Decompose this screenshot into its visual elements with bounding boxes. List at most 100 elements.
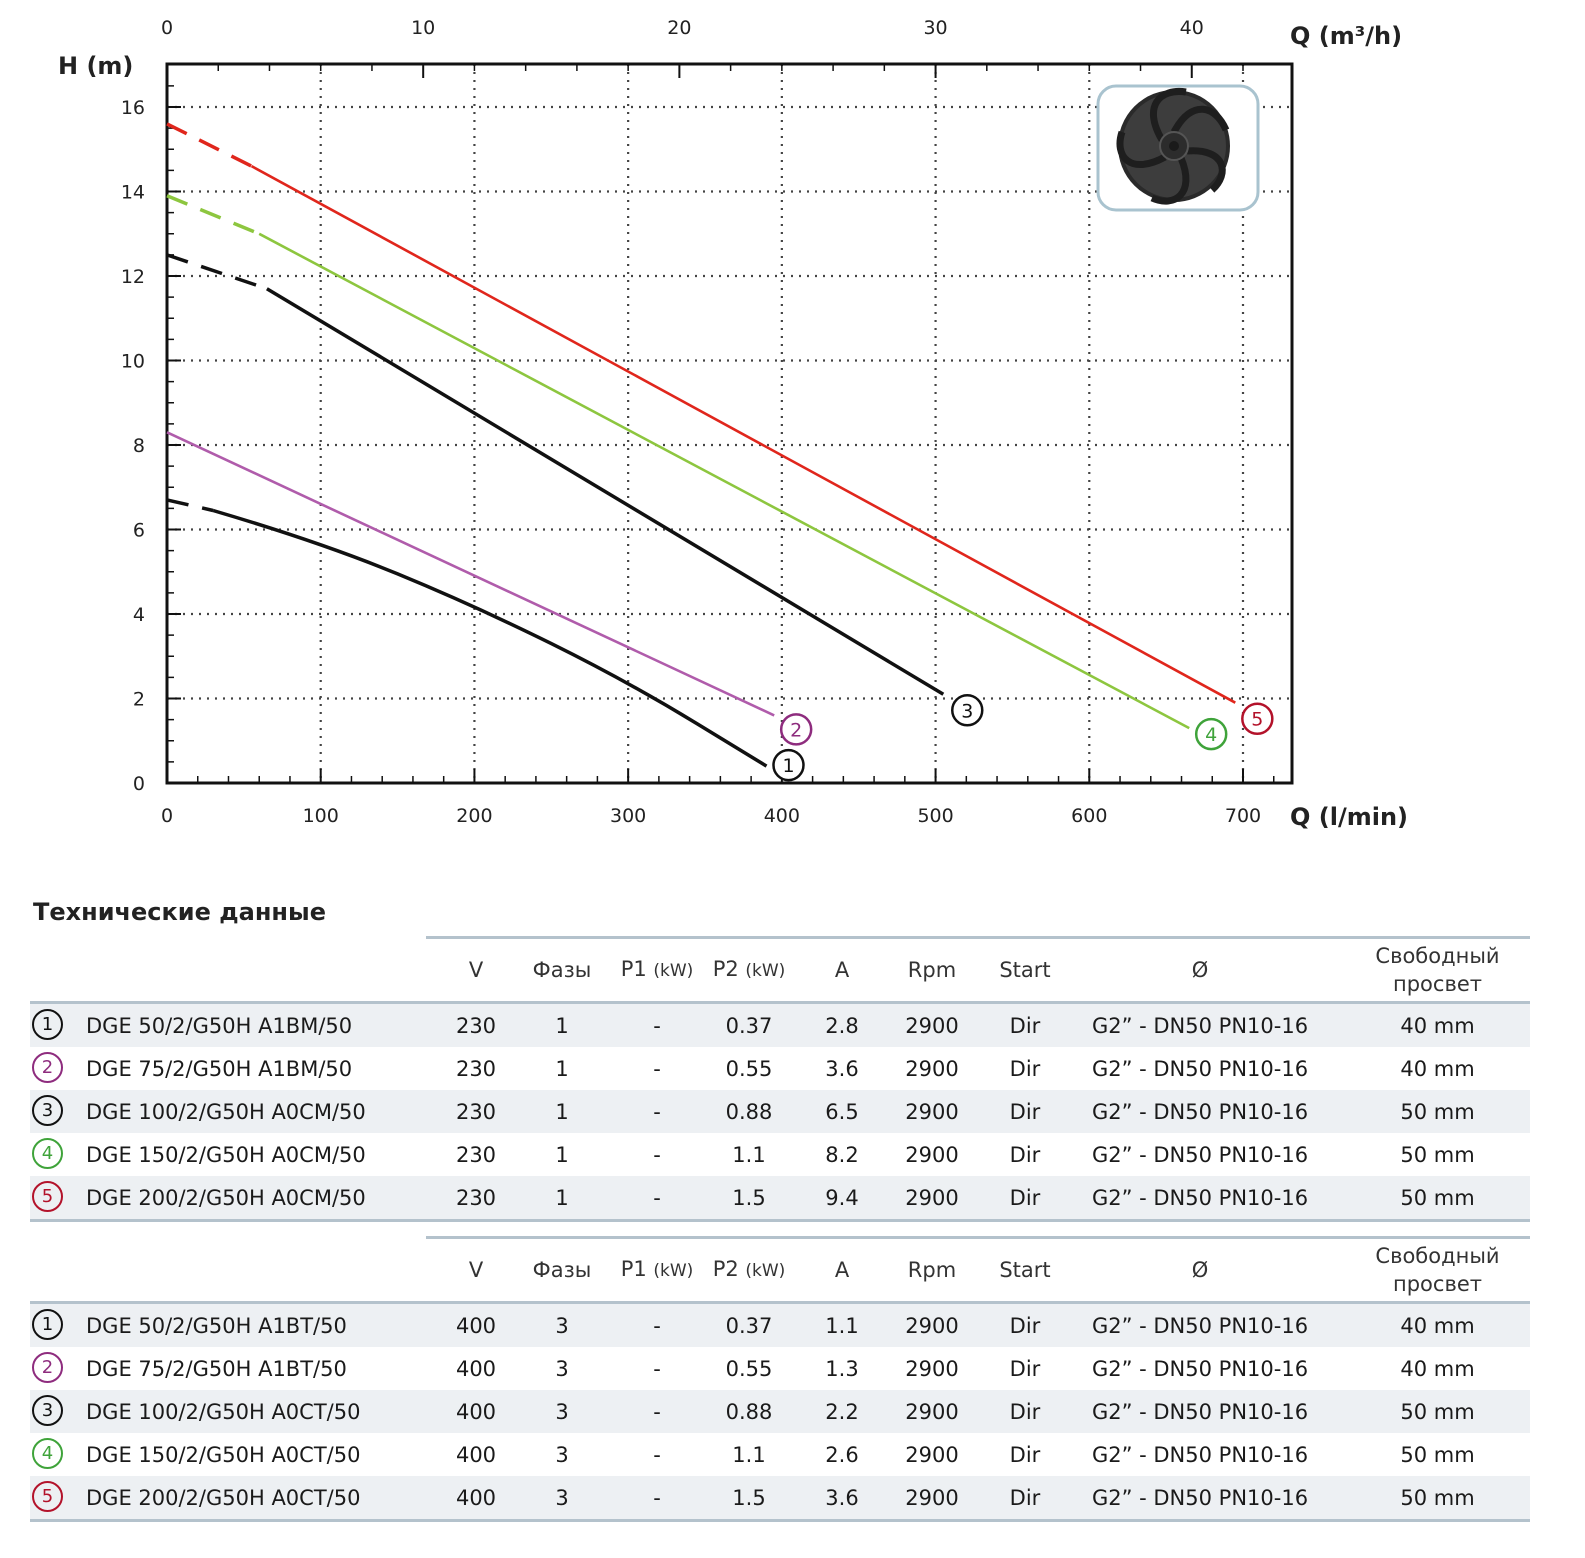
cell-a: 2.6 xyxy=(825,1442,859,1467)
cell-conn: G2” - DN50 PN10-16 xyxy=(1091,1442,1309,1467)
cell-p1: - xyxy=(653,1142,661,1167)
cell-p2: 1.5 xyxy=(732,1185,766,1210)
cell-model: DGE 200/2/G50H A0CT/50 xyxy=(86,1485,361,1510)
cell-start: Dir xyxy=(1009,1142,1041,1167)
x-top-tick-label: 20 xyxy=(667,17,691,39)
header-top-rule xyxy=(426,936,1530,939)
chart-series xyxy=(166,122,1236,768)
table-rule xyxy=(30,1519,1530,1522)
cell-p2: 0.88 xyxy=(725,1399,773,1424)
cell-pass: 50 mm xyxy=(1400,1142,1475,1167)
table-row: 5 DGE 200/2/G50H A0CM/50 230 1 - 1.5 9.4 2900 Di… xyxy=(30,1176,1530,1219)
y-tick-label: 8 xyxy=(133,435,145,457)
series-2-label: 2 xyxy=(779,713,813,746)
cell-v: 230 xyxy=(455,1013,497,1038)
header-v: V xyxy=(468,958,484,982)
table-row: 4 DGE 150/2/G50H A0CT/50 400 3 - 1.1 2.6 2900 Di… xyxy=(30,1433,1530,1476)
y-tick-label: 12 xyxy=(121,266,145,288)
cell-model: DGE 100/2/G50H A0CT/50 xyxy=(86,1399,361,1424)
y-tick-label: 6 xyxy=(133,520,145,542)
cell-start: Dir xyxy=(1009,1356,1041,1381)
cell-conn: G2” - DN50 PN10-16 xyxy=(1091,1313,1309,1338)
x-tick-label: 200 xyxy=(456,805,492,827)
header-v: V xyxy=(468,1258,484,1282)
cell-a: 8.2 xyxy=(825,1142,859,1167)
header-rpm: Rpm xyxy=(907,1258,957,1282)
cell-start: Dir xyxy=(1009,1099,1041,1124)
cell-conn: G2” - DN50 PN10-16 xyxy=(1091,1056,1309,1081)
cell-conn: G2” - DN50 PN10-16 xyxy=(1091,1142,1309,1167)
row-number-badge: 4 xyxy=(32,1438,63,1469)
cell-phases: 3 xyxy=(555,1442,569,1467)
table-rule xyxy=(30,1219,1530,1222)
header-phases: Фазы xyxy=(532,958,592,982)
table-row: 1 DGE 50/2/G50H A1BT/50 400 3 - 0.37 1.1 2900 Di… xyxy=(30,1304,1530,1347)
series-3-curve xyxy=(266,287,945,696)
y-tick-label: 10 xyxy=(121,351,145,373)
table-row: 3 DGE 100/2/G50H A0CM/50 230 1 - 0.88 6.5 2900 D… xyxy=(30,1090,1530,1133)
section-title: Технические данные xyxy=(33,898,326,926)
cell-a: 9.4 xyxy=(825,1185,859,1210)
cell-pass: 50 mm xyxy=(1400,1099,1475,1124)
series-label-circle xyxy=(779,713,813,746)
series-label-circle xyxy=(1194,717,1228,751)
row-number-badge: 3 xyxy=(32,1095,63,1126)
cell-v: 230 xyxy=(455,1142,497,1167)
cell-phases: 3 xyxy=(555,1485,569,1510)
cell-p1: - xyxy=(653,1356,661,1381)
cell-pass: 50 mm xyxy=(1400,1485,1475,1510)
impeller-inset xyxy=(1096,84,1260,212)
cell-v: 230 xyxy=(455,1056,497,1081)
series-5-dashed-segment xyxy=(166,122,253,168)
cell-model: DGE 200/2/G50H A0CM/50 xyxy=(86,1185,366,1210)
table-header: V Фазы P1 (kW) P2 (kW) A Rpm Start Ø Свободный пр… xyxy=(30,936,1530,1004)
cell-p1: - xyxy=(653,1099,661,1124)
header-p1: P1 (kW) xyxy=(620,1257,694,1281)
series-3-label: 3 xyxy=(951,694,984,727)
cell-pass: 40 mm xyxy=(1400,1313,1475,1338)
header-top-rule xyxy=(426,1236,1530,1239)
series-1-dashed-segment xyxy=(166,498,214,513)
header-bottom-rule xyxy=(30,1001,1530,1004)
cell-p1: - xyxy=(653,1485,661,1510)
table-row: 4 DGE 150/2/G50H A0CM/50 230 1 - 1.1 8.2 2900 Di… xyxy=(30,1133,1530,1176)
series-4-label: 4 xyxy=(1194,717,1228,751)
cell-model: DGE 50/2/G50H A1BT/50 xyxy=(86,1313,347,1338)
y-tick-label: 2 xyxy=(133,689,145,711)
row-number-badge: 2 xyxy=(32,1352,63,1383)
table-row: 5 DGE 200/2/G50H A0CT/50 400 3 - 1.5 3.6 2900 Di… xyxy=(30,1476,1530,1519)
cell-p2: 1.1 xyxy=(732,1142,766,1167)
table-row: 1 DGE 50/2/G50H A1BM/50 230 1 - 0.37 2.8 2900 Di… xyxy=(30,1004,1530,1047)
cell-v: 400 xyxy=(455,1356,497,1381)
table-row: 2 DGE 75/2/G50H A1BM/50 230 1 - 0.55 3.6 2900 Di… xyxy=(30,1047,1530,1090)
cell-start: Dir xyxy=(1009,1013,1041,1038)
cell-phases: 3 xyxy=(555,1356,569,1381)
series-label-text: 2 xyxy=(790,719,802,741)
cell-phases: 1 xyxy=(555,1013,569,1038)
y-tick-label: 0 xyxy=(133,773,145,795)
cell-pass: 40 mm xyxy=(1400,1056,1475,1081)
header-bottom-rule xyxy=(30,1301,1530,1304)
header-p1: P1 (kW) xyxy=(620,957,694,981)
chart-series-labels: 1 2 3 4 5 xyxy=(772,694,1274,782)
header-pass: Свободный просвет xyxy=(1375,944,1500,996)
cell-v: 230 xyxy=(455,1185,497,1210)
cell-conn: G2” - DN50 PN10-16 xyxy=(1091,1485,1309,1510)
cell-a: 6.5 xyxy=(825,1099,859,1124)
series-5-curve xyxy=(250,164,1236,704)
spec-table-230v: V Фазы P1 (kW) P2 (kW) A Rpm Start Ø Свободный пр… xyxy=(30,936,1530,1222)
table-row: 3 DGE 100/2/G50H A0CT/50 400 3 - 0.88 2.2 2900 D… xyxy=(30,1390,1530,1433)
x-axis-bottom-title: Q (l/min) xyxy=(1290,803,1408,831)
series-label-text: 5 xyxy=(1251,709,1263,731)
x-tick-label: 0 xyxy=(161,805,173,827)
x-tick-label: 100 xyxy=(303,805,339,827)
row-number-badge: 4 xyxy=(32,1138,63,1169)
row-number-badge: 1 xyxy=(32,1009,63,1040)
header-a: A xyxy=(834,958,850,982)
y-tick-label: 14 xyxy=(121,182,145,204)
cell-conn: G2” - DN50 PN10-16 xyxy=(1091,1356,1309,1381)
cell-p1: - xyxy=(653,1056,661,1081)
cell-model: DGE 50/2/G50H A1BM/50 xyxy=(86,1013,353,1038)
cell-rpm: 2900 xyxy=(905,1056,959,1081)
